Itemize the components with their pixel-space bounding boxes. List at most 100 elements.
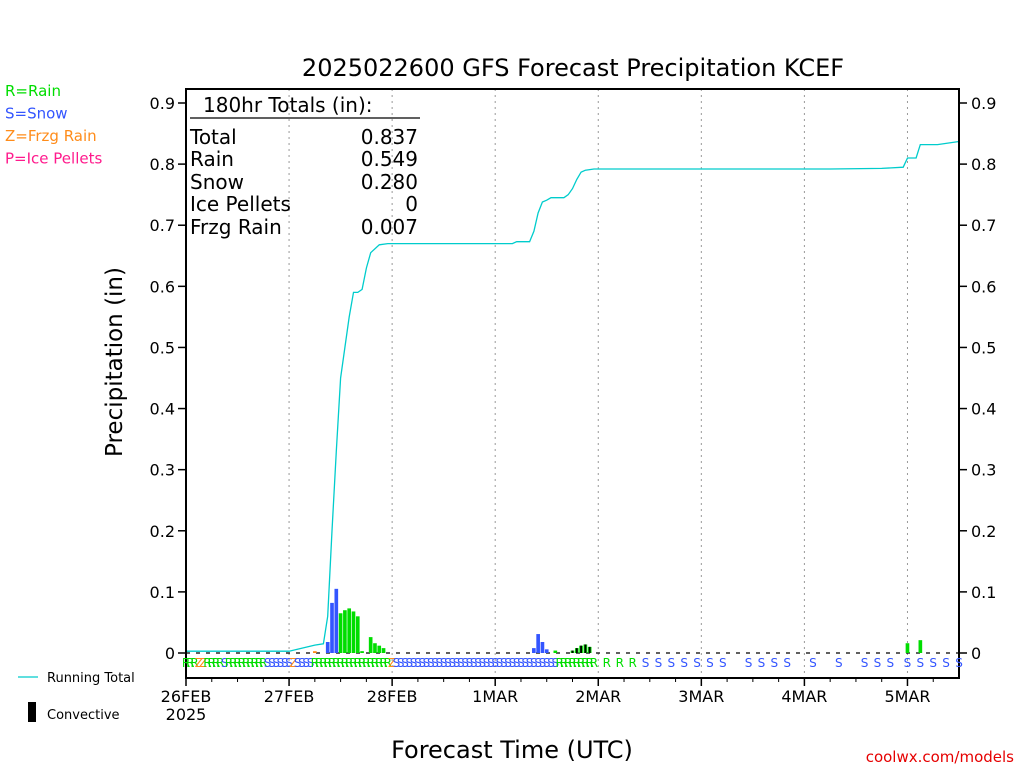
- y-tick-label-left-0: 0: [165, 644, 175, 663]
- precip-bar-13: [381, 648, 386, 653]
- x-axis-label: Forecast Time (UTC): [391, 736, 633, 764]
- y-tick-label-right-1: 0.1: [971, 583, 996, 602]
- y-tick-label-right-5: 0.5: [971, 338, 996, 357]
- y-tick-label-right-6: 0.6: [971, 277, 996, 296]
- ptype-letter-19: S: [264, 656, 272, 670]
- ptype-letter-54: S: [414, 656, 422, 670]
- ptype-letter-107: S: [758, 656, 766, 670]
- ptype-letter-82: S: [534, 656, 542, 670]
- ptype-letter-67: S: [470, 656, 478, 670]
- y-tick-label-left-1: 0.1: [150, 583, 175, 602]
- x-tick-label-2mar: 2MAR: [575, 687, 621, 706]
- ptype-letter-89: R: [564, 656, 572, 670]
- ptype-letter-68: S: [474, 656, 482, 670]
- ptype-letter-34: R: [328, 656, 336, 670]
- totals-box: 180hr Totals (in): Total 0.837 Rain 0.54…: [189, 93, 420, 239]
- ptype-letter-4: Z: [199, 656, 207, 670]
- ptype-letter-111: S: [835, 656, 843, 670]
- ptype-letter-93: R: [581, 656, 589, 670]
- y-tick-label-right-2: 0.2: [971, 522, 996, 541]
- ptype-letter-6: R: [208, 656, 216, 670]
- precip-bar-11: [373, 643, 377, 653]
- ptype-letter-56: S: [423, 656, 431, 670]
- convective-legend-swatch: [28, 702, 36, 722]
- day-gridlines: [186, 89, 959, 678]
- x-tick-label-28feb: 28FEB: [367, 687, 418, 706]
- totals-total-label: Total: [189, 125, 237, 149]
- precip-bar-6: [347, 608, 352, 653]
- watermark: coolwx.com/models: [866, 748, 1014, 766]
- ptype-letter-97: R: [616, 656, 624, 670]
- ptype-letter-11: R: [229, 656, 237, 670]
- ptype-letter-76: S: [509, 656, 517, 670]
- ptype-letter-38: R: [345, 656, 353, 670]
- ptype-letter-3: Z: [195, 656, 203, 670]
- ptype-letter-117: S: [929, 656, 937, 670]
- ptype-letter-21: S: [272, 656, 280, 670]
- ptype-letter-49: S: [393, 656, 401, 670]
- ptype-letter-44: R: [371, 656, 379, 670]
- precip-bar-2: [330, 602, 334, 653]
- ptype-letter-10: R: [225, 656, 233, 670]
- ptype-letter-110: S: [809, 656, 817, 670]
- ptype-letter-105: S: [719, 656, 727, 670]
- ptype-letter-58: S: [431, 656, 439, 670]
- ptype-letter-77: S: [513, 656, 521, 670]
- ptype-letter-27: S: [298, 656, 306, 670]
- ptype-letter-94: R: [586, 656, 594, 670]
- ptype-letter-55: S: [418, 656, 426, 670]
- ptype-letter-75: S: [504, 656, 512, 670]
- ptype-letter-33: R: [324, 656, 332, 670]
- ptype-strip: RRRZZRRRRSRRRRRRRRRSSSSSSZSSSSRRRRRRRRRR…: [182, 656, 963, 670]
- precip-bar-12: [377, 645, 382, 653]
- y-tick-label-left-2: 0.2: [150, 522, 175, 541]
- ptype-letter-59: S: [436, 656, 444, 670]
- totals-heading: 180hr Totals (in):: [203, 93, 373, 117]
- ptype-letter-22: S: [277, 656, 285, 670]
- ptype-letter-57: S: [427, 656, 435, 670]
- precip-bar-1: [325, 642, 330, 653]
- y-tick-label-left-7: 0.7: [150, 216, 175, 235]
- y-tick-label-right-9: 0.9: [971, 94, 996, 113]
- ptype-letter-17: R: [255, 656, 263, 670]
- ptype-letter-81: S: [530, 656, 538, 670]
- y-tick-label-right-8: 0.8: [971, 155, 996, 174]
- ptype-letter-53: S: [410, 656, 418, 670]
- ptype-letter-42: R: [362, 656, 370, 670]
- ptype-letter-18: R: [259, 656, 267, 670]
- x-axis-ticks: 26FEB 27FEB 28FEB 1MAR 2MAR 3MAR 4MAR 5MAR: [161, 678, 934, 706]
- precip-bar-3: [334, 588, 339, 653]
- ptype-letter-26: S: [294, 656, 302, 670]
- y-tick-label-right-7: 0.7: [971, 216, 996, 235]
- ptype-letter-14: R: [242, 656, 250, 670]
- y-tick-label-left-3: 0.3: [150, 461, 175, 480]
- ptype-letter-62: S: [448, 656, 456, 670]
- ptype-letter-73: S: [496, 656, 504, 670]
- precip-bar-10: [368, 637, 373, 653]
- precip-bar-24: [905, 643, 910, 653]
- ptype-letter-114: S: [886, 656, 894, 670]
- ptype-letter-32: R: [319, 656, 327, 670]
- year-label: 2025: [166, 705, 207, 724]
- chart-title: 2025022600 GFS Forecast Precipitation KC…: [302, 54, 844, 82]
- convective-bar-4: [588, 646, 591, 653]
- ptype-letter-101: S: [667, 656, 675, 670]
- ptype-letter-23: S: [281, 656, 289, 670]
- ptype-letter-79: S: [521, 656, 529, 670]
- ptype-letter-80: S: [526, 656, 534, 670]
- ptype-letter-112: S: [861, 656, 869, 670]
- ptype-letter-86: S: [552, 656, 560, 670]
- convective-bar-2: [580, 645, 583, 653]
- x-tick-label-1mar: 1MAR: [472, 687, 518, 706]
- x-tick-label-5mar: 5MAR: [884, 687, 930, 706]
- ptype-letter-104: S: [706, 656, 714, 670]
- x-tick-label-26feb: 26FEB: [161, 687, 212, 706]
- ptype-letter-5: R: [203, 656, 211, 670]
- ptype-letter-20: S: [268, 656, 276, 670]
- ptype-letter-1: R: [186, 656, 194, 670]
- ptype-letter-118: S: [942, 656, 950, 670]
- ptype-letter-51: S: [401, 656, 409, 670]
- ptype-letter-84: S: [543, 656, 551, 670]
- y-tick-label-left-5: 0.5: [150, 338, 175, 357]
